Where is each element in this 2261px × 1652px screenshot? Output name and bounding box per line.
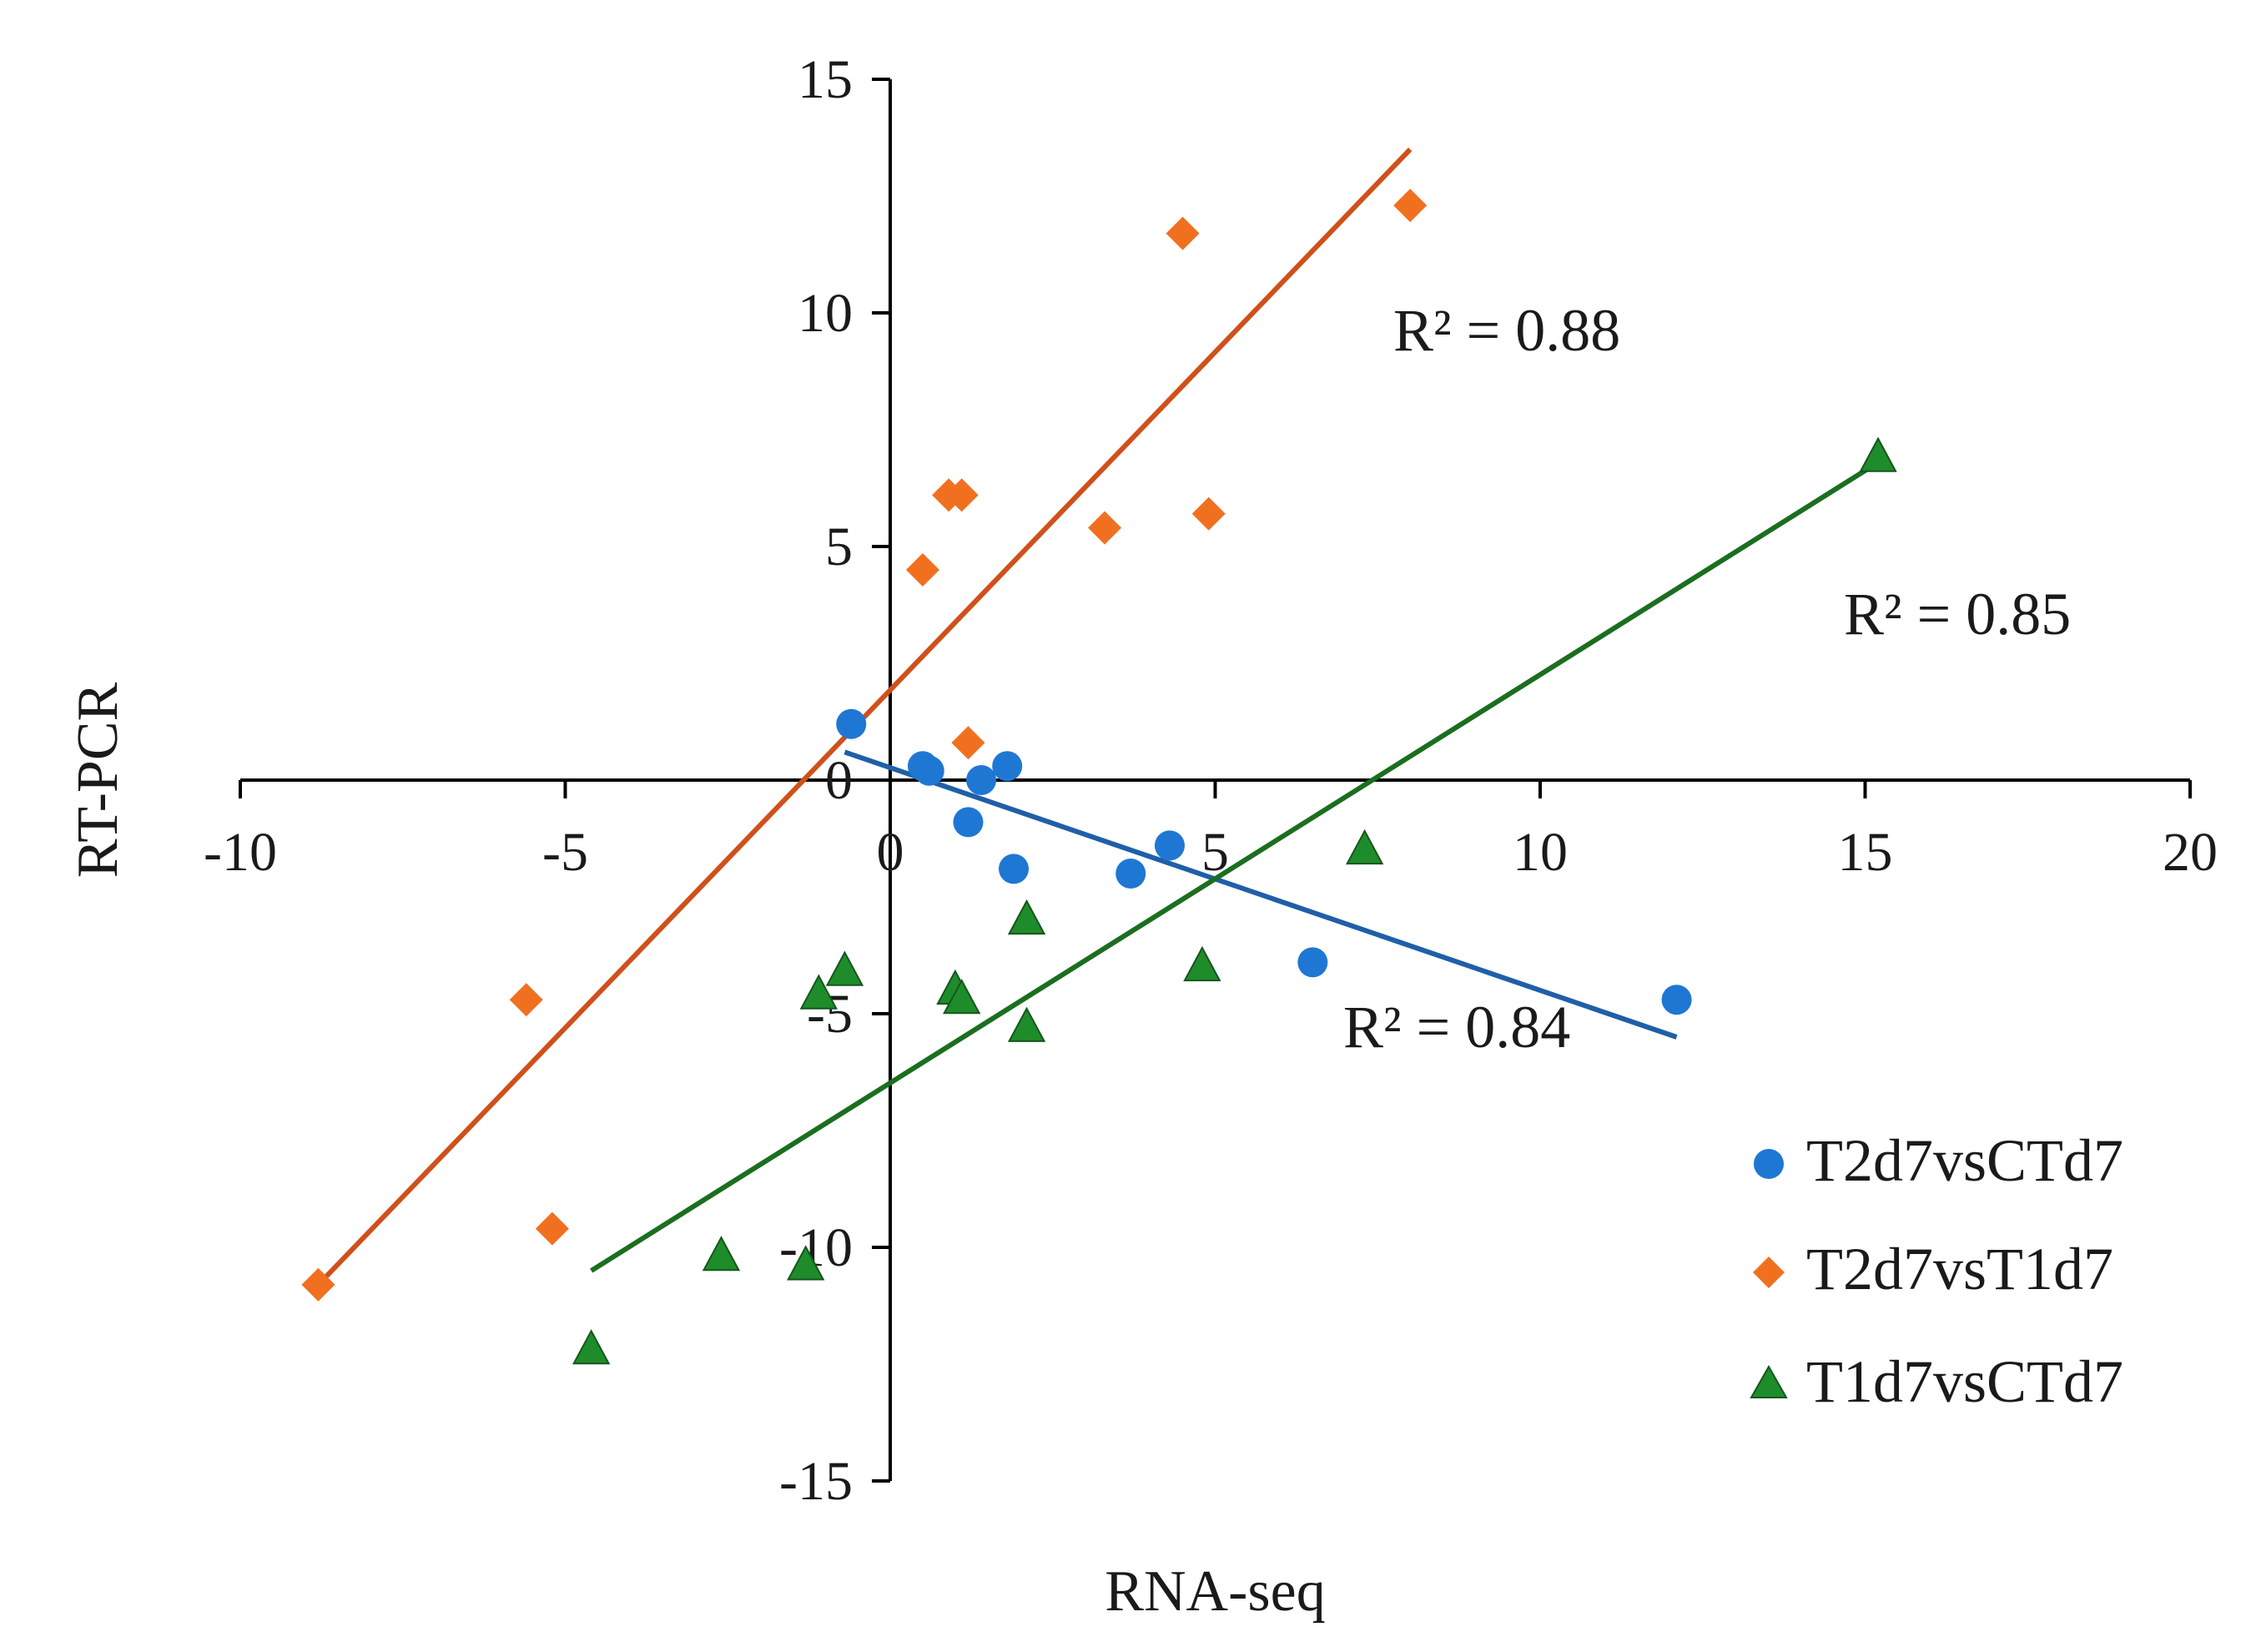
point-t2d7vst1d7: [535, 1211, 569, 1246]
x-tick-label: -10: [204, 822, 277, 883]
point-t1d7vsctd7: [787, 1245, 825, 1281]
point-t1d7vsctd7: [1859, 436, 1897, 472]
trendline-t1d7vsctd7: [590, 460, 1880, 1273]
point-t1d7vsctd7: [799, 974, 838, 1010]
legend-label: T2d7vsCTd7: [1806, 1127, 2123, 1194]
legend-item-t2d7vsctd7: T2d7vsCTd7: [1754, 1127, 2123, 1194]
y-tick-label: -15: [779, 1451, 853, 1512]
legend-label: T1d7vsCTd7: [1806, 1348, 2123, 1415]
trendline-t2d7vsctd7: [843, 749, 1678, 1040]
legend: T2d7vsCTd7 T2d7vsT1d7 T1d7vsCTd7: [1750, 1127, 2123, 1415]
point-t2d7vst1d7: [1088, 511, 1122, 545]
legend-item-t2d7vst1d7: T2d7vsT1d7: [1753, 1236, 2113, 1302]
point-t2d7vst1d7: [301, 1267, 335, 1302]
point-t2d7vst1d7: [944, 478, 979, 512]
x-tick-label: 15: [1838, 822, 1893, 883]
x-tick-label: 0: [877, 822, 904, 883]
point-t2d7vsctd7: [1115, 859, 1146, 889]
point-t2d7vsctd7: [999, 854, 1030, 884]
point-t1d7vsctd7: [1183, 945, 1221, 982]
legend-marker-triangle: [1750, 1364, 1788, 1398]
data-points: [301, 189, 1897, 1365]
x-axis-title: RNA-seq: [1105, 1559, 1325, 1624]
legend-marker-circle: [1754, 1149, 1784, 1179]
point-t2d7vst1d7: [1166, 216, 1200, 250]
r2-label-t2d7vst1d7: R² = 0.88: [1393, 297, 1620, 364]
point-t2d7vst1d7: [951, 726, 985, 760]
point-t1d7vsctd7: [1007, 899, 1046, 935]
legend-label: T2d7vsT1d7: [1806, 1236, 2113, 1302]
point-t2d7vsctd7: [914, 755, 944, 786]
point-t2d7vst1d7: [509, 983, 543, 1017]
x-tick-label: 10: [1513, 822, 1568, 883]
y-tick-label: 10: [798, 283, 853, 344]
point-t2d7vsctd7: [992, 751, 1023, 782]
point-t2d7vsctd7: [836, 708, 867, 739]
x-tick-label: -5: [542, 822, 588, 883]
point-t1d7vsctd7: [1345, 829, 1384, 865]
point-t2d7vsctd7: [1154, 830, 1185, 861]
x-tick-label: 20: [2163, 822, 2218, 883]
point-t2d7vst1d7: [1191, 496, 1226, 531]
point-t2d7vsctd7: [1661, 985, 1692, 1015]
point-t2d7vsctd7: [1297, 947, 1328, 978]
point-t2d7vsctd7: [966, 765, 997, 795]
y-tick-label: 5: [825, 516, 853, 577]
y-tick-label: 0: [825, 750, 853, 811]
legend-item-t1d7vsctd7: T1d7vsCTd7: [1750, 1348, 2123, 1415]
r2-label-t1d7vsctd7: R² = 0.85: [1844, 581, 2071, 647]
point-t1d7vsctd7: [1007, 1006, 1046, 1042]
point-t2d7vst1d7: [905, 553, 939, 587]
point-t1d7vsctd7: [825, 950, 864, 986]
y-tick-label: 15: [798, 49, 853, 110]
point-t1d7vsctd7: [572, 1329, 611, 1365]
trendlines: [316, 147, 1880, 1287]
point-t2d7vst1d7: [1393, 189, 1428, 223]
x-ticks: -10 -5 0 5 10 15 20: [204, 780, 2218, 883]
point-t1d7vsctd7: [702, 1236, 741, 1272]
r2-label-t2d7vsctd7: R² = 0.84: [1343, 994, 1570, 1060]
y-axis-title: RT-PCR: [66, 682, 130, 878]
legend-marker-diamond: [1753, 1257, 1785, 1288]
point-t2d7vsctd7: [953, 807, 984, 838]
point-t1d7vsctd7: [943, 979, 981, 1015]
